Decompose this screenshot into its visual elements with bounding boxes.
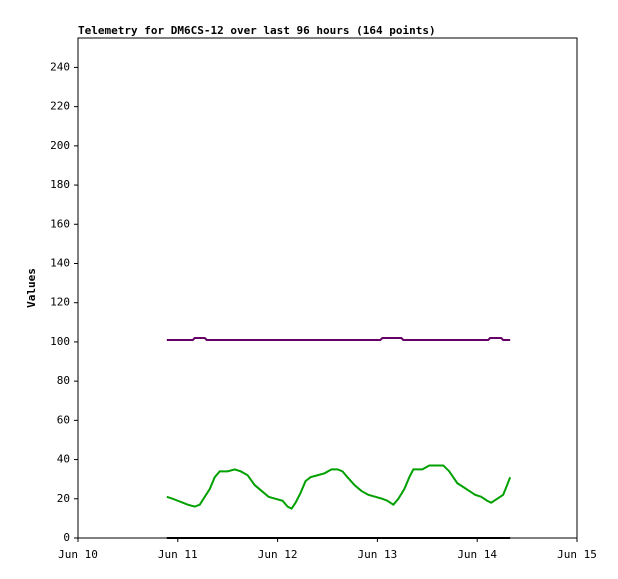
y-axis-label: Values xyxy=(25,268,38,308)
data-line xyxy=(166,464,512,510)
y-tick-label: 20 xyxy=(57,492,70,505)
y-tick-label: 200 xyxy=(50,139,70,152)
y-tick-label: 140 xyxy=(50,256,70,269)
y-tick-label: 220 xyxy=(50,100,70,113)
y-tick-label: 100 xyxy=(50,335,70,348)
x-tick-label: Jun 12 xyxy=(258,548,298,561)
chart-title: Telemetry for DM6CS-12 over last 96 hour… xyxy=(78,24,436,37)
x-tick-label: Jun 15 xyxy=(557,548,597,561)
y-tick-label: 0 xyxy=(63,531,70,544)
y-tick-label: 60 xyxy=(57,413,70,426)
y-tick-label: 120 xyxy=(50,296,70,309)
x-tick-label: Jun 10 xyxy=(58,548,98,561)
y-tick-label: 180 xyxy=(50,178,70,191)
x-tick-label: Jun 13 xyxy=(358,548,398,561)
y-tick-label: 160 xyxy=(50,217,70,230)
y-tick-label: 80 xyxy=(57,374,70,387)
y-tick-label: 240 xyxy=(50,60,70,73)
x-tick-label: Jun 11 xyxy=(158,548,198,561)
x-tick-label: Jun 14 xyxy=(457,548,497,561)
data-line xyxy=(166,337,511,341)
y-tick-label: 40 xyxy=(57,453,70,466)
